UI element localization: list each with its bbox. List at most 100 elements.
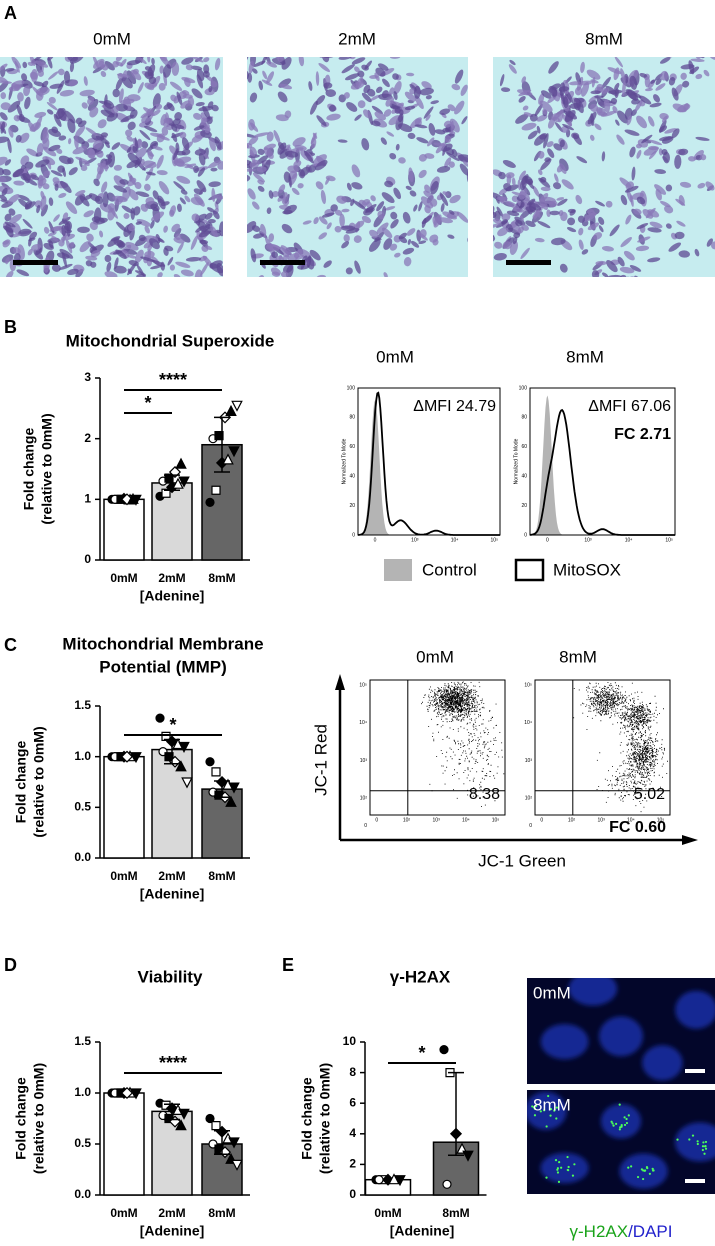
cell	[393, 81, 402, 95]
focus	[566, 1168, 569, 1172]
cell	[706, 238, 713, 247]
focus	[610, 1120, 613, 1123]
cell	[196, 180, 207, 193]
cell	[22, 218, 33, 229]
data-point	[214, 431, 224, 441]
cell	[539, 100, 553, 113]
y-tick-label: 0	[352, 532, 355, 538]
cell	[280, 245, 292, 256]
cell	[186, 39, 202, 55]
cell	[87, 99, 99, 111]
cell	[193, 165, 199, 174]
cell	[668, 242, 682, 252]
x-tick-label: 2mM	[158, 1206, 185, 1220]
cell	[277, 277, 285, 292]
focus	[533, 1114, 537, 1117]
cell	[601, 87, 610, 94]
cell	[169, 205, 176, 216]
cell	[353, 235, 362, 243]
caption: γ-H2AX/DAPI	[570, 1222, 673, 1241]
cell	[184, 195, 191, 203]
focus	[545, 1125, 548, 1128]
cell	[521, 224, 529, 231]
cell	[425, 114, 431, 121]
focus	[545, 1176, 548, 1179]
cell	[629, 146, 636, 158]
cell	[540, 176, 547, 183]
cell	[53, 214, 60, 222]
cell	[185, 163, 195, 170]
cell	[311, 46, 325, 55]
y-tick-label: 40	[349, 474, 355, 480]
cell	[209, 260, 223, 269]
cell	[614, 57, 623, 68]
cell	[295, 255, 305, 261]
y-axis-label: JC-1 Red	[311, 724, 330, 796]
cell	[440, 203, 445, 212]
nucleus	[600, 1103, 642, 1139]
data-point	[161, 488, 171, 498]
cell	[672, 103, 687, 113]
focus	[553, 1109, 556, 1112]
cell	[37, 70, 44, 77]
cell	[398, 232, 407, 240]
significance-label: *	[418, 1043, 425, 1063]
cell	[497, 227, 509, 237]
cell	[266, 131, 274, 142]
cell	[674, 154, 682, 169]
cell	[0, 194, 8, 201]
cell	[89, 106, 99, 118]
cell	[509, 59, 516, 66]
cell	[548, 85, 558, 97]
cell	[552, 116, 560, 123]
focus	[560, 1166, 563, 1169]
cell	[456, 211, 468, 223]
cell	[34, 116, 43, 131]
cell	[444, 135, 452, 143]
focus	[676, 1138, 679, 1141]
cell	[237, 32, 246, 43]
focus	[620, 1123, 623, 1127]
cell	[424, 184, 431, 193]
cell	[130, 207, 136, 220]
cell	[200, 261, 209, 276]
cell	[313, 217, 319, 225]
cell	[330, 204, 338, 212]
cell	[537, 220, 551, 229]
y-tick-label: 60	[521, 444, 527, 450]
histogram-control	[358, 399, 500, 535]
y-axis-label: Fold change	[21, 428, 37, 511]
cell	[279, 83, 293, 90]
cell	[261, 57, 268, 65]
cell	[390, 211, 398, 220]
cell	[193, 188, 203, 195]
focus	[646, 1167, 649, 1170]
focus	[557, 1180, 561, 1183]
focus	[625, 1121, 629, 1125]
cell	[83, 210, 94, 218]
cell	[281, 223, 293, 234]
cell	[318, 232, 328, 240]
cell	[29, 231, 38, 240]
cell	[493, 231, 495, 237]
nucleus	[598, 1016, 644, 1057]
focus	[558, 1161, 561, 1164]
image-label: 8mM	[585, 29, 623, 48]
cell	[323, 260, 332, 268]
cell	[615, 119, 620, 126]
cell	[304, 293, 317, 306]
cell	[152, 190, 159, 200]
cell	[636, 149, 642, 159]
cell	[678, 195, 685, 206]
y-tick-label: 3	[84, 370, 91, 384]
data-point	[228, 782, 240, 794]
cell	[512, 236, 518, 245]
cell	[28, 121, 36, 132]
y-tick-label: 10⁴	[524, 720, 532, 726]
cell	[72, 146, 88, 155]
cell	[288, 252, 300, 262]
cell	[193, 125, 205, 131]
cell	[200, 26, 209, 33]
cell	[0, 136, 10, 144]
cell	[67, 268, 79, 276]
